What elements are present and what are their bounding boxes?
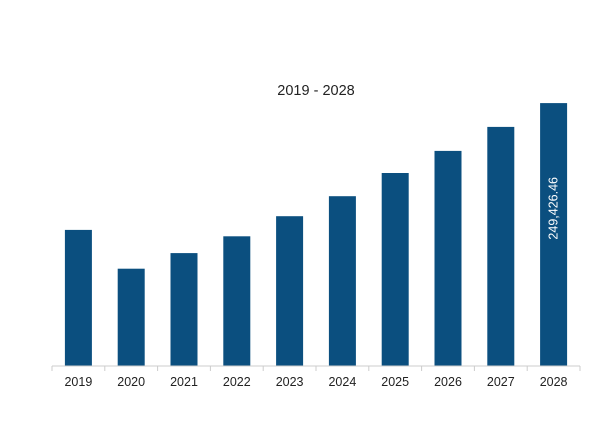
x-tick-label-2028: 2028 [540, 375, 568, 389]
x-tick-label-2021: 2021 [170, 375, 198, 389]
x-tick-label-2022: 2022 [223, 375, 251, 389]
bar-2027 [487, 126, 515, 367]
x-tick-label-2026: 2026 [434, 375, 462, 389]
bar-2023 [276, 216, 304, 366]
x-tick-label-2023: 2023 [276, 375, 304, 389]
chart-title: 2019 - 2028 [277, 83, 354, 99]
bars-group [64, 103, 568, 367]
x-tick-label-2027: 2027 [487, 375, 515, 389]
bar-2019 [64, 229, 92, 366]
x-tick-label-2025: 2025 [381, 375, 409, 389]
x-tick-label-2020: 2020 [117, 375, 145, 389]
x-tick-label-2019: 2019 [64, 375, 92, 389]
bar-2028 [540, 103, 568, 366]
x-axis-ticks [51, 366, 581, 371]
bar-2020 [117, 268, 145, 366]
bar-2021 [170, 253, 198, 366]
x-tick-label-2024: 2024 [328, 375, 356, 389]
bar-2022 [223, 236, 251, 366]
data-labels-group: 249,426.46 [547, 177, 561, 240]
data-label-2028: 249,426.46 [547, 177, 561, 240]
bar-2026 [434, 150, 462, 366]
x-axis-tick-labels: 2019 2020 2021 2022 2023 2024 2025 2026 2027 2028 [64, 375, 567, 389]
bar-2024 [328, 196, 356, 366]
bar-2025 [381, 173, 409, 366]
